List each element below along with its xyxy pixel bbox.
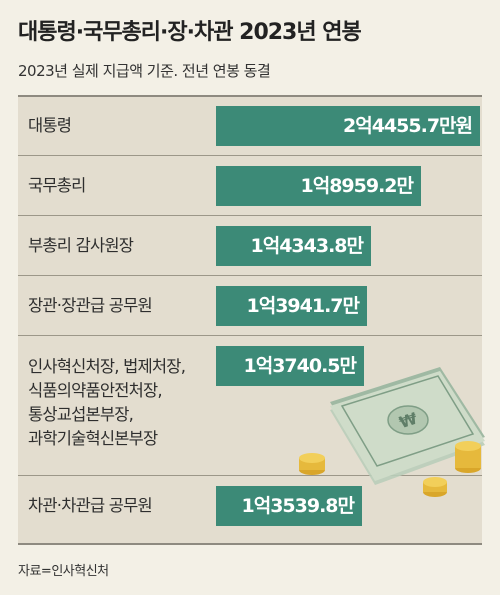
coin-stack-icon [299,441,481,497]
bar-label-minister: 1억3941.7만 [246,295,360,317]
bar-agency-heads: 1억3740.5만 [216,346,364,386]
bar-vice-minister: 1억3539.8만 [216,486,362,526]
row-label-president: 대통령 [28,116,72,135]
banknote-stack-icon: ₩ [330,367,485,485]
won-symbol: ₩ [397,409,420,433]
bar-label-deputy-pm: 1억4343.8만 [250,235,364,257]
row-label-prime-minister: 국무총리 [28,176,86,195]
bar-prime-minister: 1억8959.2만 [216,166,421,206]
bar-label-prime-minister: 1억8959.2만 [300,175,414,197]
bar-label-president: 2억4455.7만원 [343,115,473,137]
bar-label-agency-heads: 1억3740.5만 [243,355,357,377]
bar-label-vice-minister: 1억3539.8만 [241,495,355,517]
row-divider [18,155,482,156]
row-label-deputy-pm: 부총리 감사원장 [28,236,134,255]
salary-table: 대통령 국무총리 부총리 감사원장 장관·장관급 공무원 인사혁신처장, 법제처… [18,95,485,545]
row-divider [18,475,482,476]
row-label-minister: 장관·장관급 공무원 [28,296,153,315]
bar-minister: 1억3941.7만 [216,286,367,326]
row-divider [18,335,482,336]
row-divider [18,275,482,276]
chart-subtitle: 2023년 실제 지급액 기준. 전년 연봉 동결 [18,62,271,80]
source-note: 자료=인사혁신처 [18,564,109,579]
money-illustration: ₩ [299,367,485,497]
row-label-vice-minister: 차관·차관급 공무원 [28,496,153,515]
bar-president: 2억4455.7만원 [216,106,480,146]
row-divider [18,215,482,216]
chart-title: 대통령·국무총리·장·차관 2023년 연봉 [18,20,362,45]
bar-deputy-pm: 1억4343.8만 [216,226,371,266]
row-label-agency-heads: 인사혁신처장, 법제처장, 식품의약품안전처장, 통상교섭본부장, 과학기술혁신… [28,357,186,448]
